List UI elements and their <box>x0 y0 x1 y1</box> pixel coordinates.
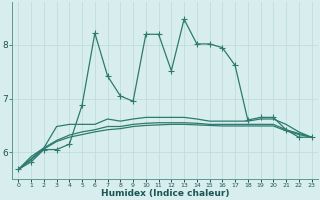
X-axis label: Humidex (Indice chaleur): Humidex (Indice chaleur) <box>101 189 229 198</box>
